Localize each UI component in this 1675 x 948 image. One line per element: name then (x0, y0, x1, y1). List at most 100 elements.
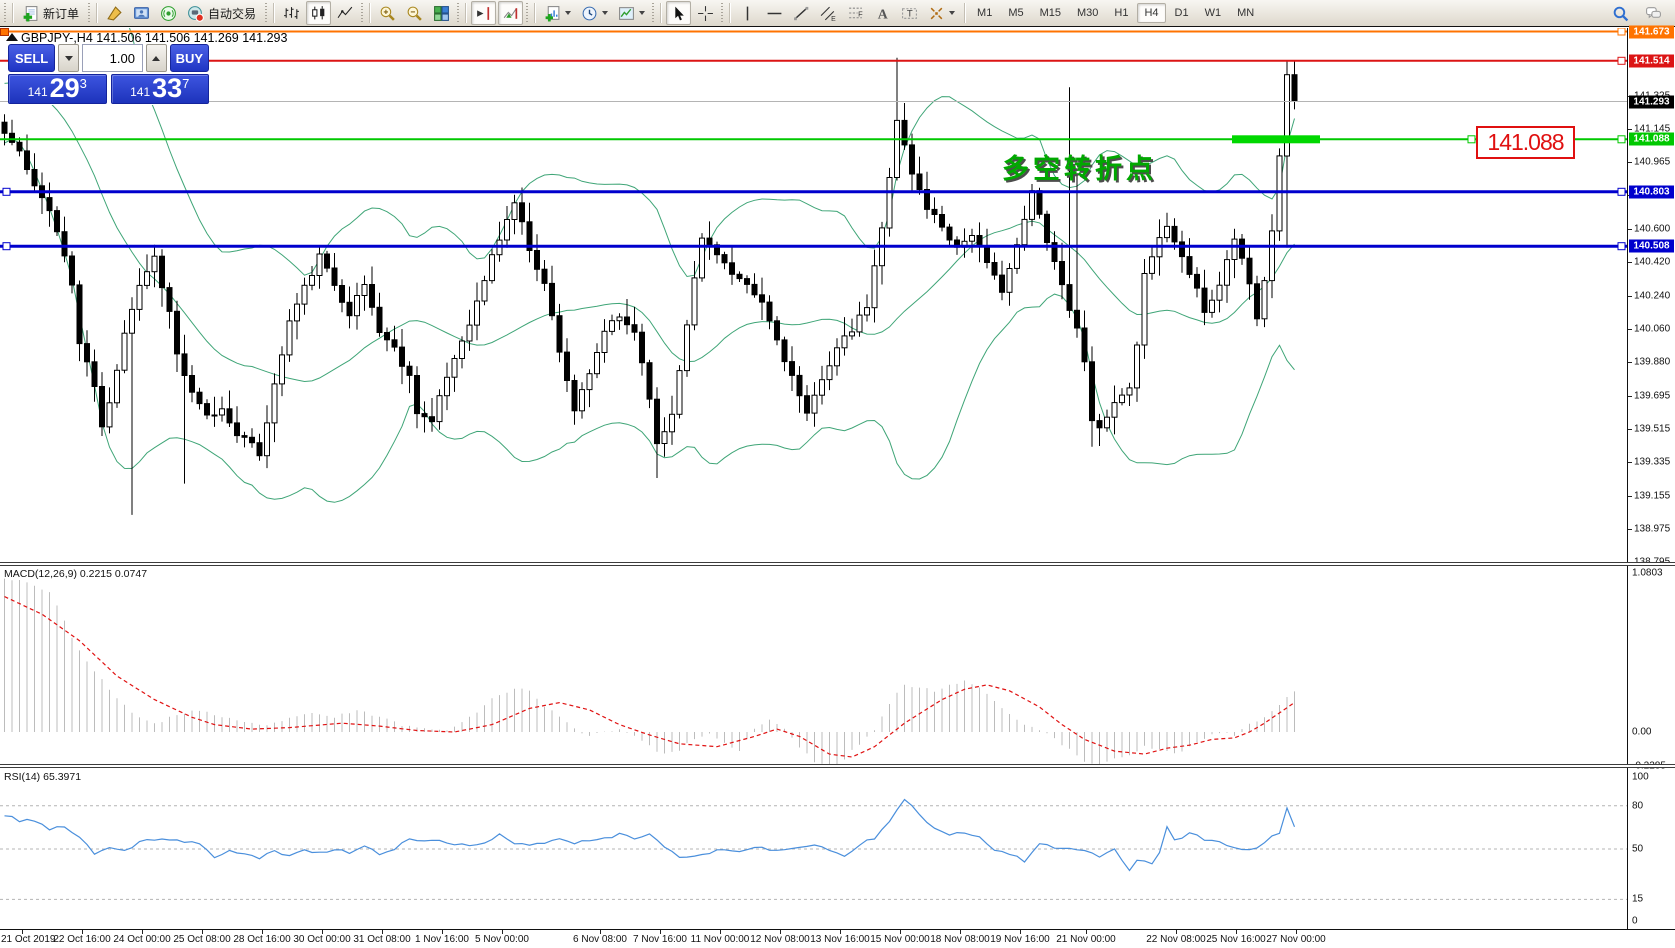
volume-decrease-button[interactable] (58, 44, 79, 72)
zoom-out-button[interactable] (402, 1, 427, 25)
axis-tick-label: 138.795 (1634, 556, 1670, 567)
timeframe-m30[interactable]: M30 (1077, 7, 1099, 19)
dropdown-arrow-icon[interactable] (639, 11, 646, 15)
time-label: 19 Nov 16:00 (990, 934, 1050, 945)
signals-button[interactable] (156, 1, 181, 25)
annotation-text[interactable]: 多空转折点 (1002, 154, 1157, 184)
rsi-pane-divider[interactable] (0, 764, 1675, 768)
new-order-button[interactable]: 新订单 (18, 1, 85, 25)
zoom-in-button[interactable] (375, 1, 400, 25)
svg-text:T: T (907, 8, 913, 19)
toolbar-separator (369, 3, 371, 23)
line-chart-button[interactable] (333, 1, 358, 25)
macd-canvas[interactable] (0, 566, 1627, 764)
timeframe-m1[interactable]: M1 (977, 7, 993, 19)
line-anchor-marker[interactable] (0, 28, 9, 36)
hline-141088[interactable] (0, 135, 1627, 144)
search-button[interactable] (1608, 1, 1633, 25)
profile-button[interactable] (129, 1, 154, 25)
svg-text:E: E (831, 15, 836, 21)
timeframe-mn[interactable]: MN (1237, 7, 1255, 19)
candlestick-chart-button[interactable] (306, 1, 332, 25)
annotation-price-label[interactable]: 141.088 (1476, 126, 1575, 159)
chart-shift-button[interactable] (471, 1, 497, 25)
timeframe-d1[interactable]: D1 (1174, 7, 1189, 19)
hline-141673[interactable] (0, 28, 1627, 36)
templates-button[interactable] (614, 1, 649, 25)
axis-tick-label: 139.880 (1634, 356, 1671, 368)
toolbar-grip (721, 3, 724, 23)
timeframe-m15[interactable]: M15 (1039, 7, 1061, 19)
toolbar-separator (465, 3, 467, 23)
new-chart-icon (544, 5, 561, 22)
timeframe-w1[interactable]: W1 (1204, 7, 1222, 19)
axis-price-badge: 140.508 (1629, 239, 1674, 253)
macd-label: MACD(12,26,9) 0.2215 0.0747 (4, 568, 148, 580)
price-axis-border (1627, 28, 1628, 930)
horizontal-line-button[interactable] (762, 1, 787, 25)
timeframe-h4[interactable]: H4 (1137, 3, 1166, 23)
tile-windows-button[interactable] (429, 1, 454, 25)
time-label: 21 Nov 00:00 (1056, 934, 1116, 945)
main-chart-canvas[interactable] (0, 28, 1627, 562)
toolbar-grip (88, 3, 91, 23)
fibonacci-button[interactable]: F (843, 1, 868, 25)
sell-button[interactable]: SELL (8, 44, 56, 72)
equidistant-channel-button[interactable]: E (816, 1, 841, 25)
text-button[interactable]: A (870, 1, 895, 25)
crosshair-icon (697, 5, 714, 22)
cursor-icon (670, 5, 687, 22)
time-label: 25 Nov 16:00 (1206, 934, 1266, 945)
buy-button[interactable]: BUY (169, 44, 209, 72)
chat-button[interactable] (1641, 1, 1666, 25)
axis-tick-label: 139.155 (1634, 490, 1671, 501)
candlesticks (1, 28, 1298, 515)
axis-tick-label: 140.060 (1634, 323, 1671, 335)
tile-windows-icon (433, 5, 450, 22)
highlight-segment[interactable] (1232, 135, 1320, 144)
axis-price-badge: 141.673 (1629, 25, 1674, 38)
time-tick (840, 930, 841, 934)
time-label: 27 Nov 00:00 (1266, 934, 1326, 945)
arrows-button[interactable] (924, 1, 959, 25)
bar-chart-button[interactable] (279, 1, 304, 25)
text-icon: A (874, 5, 891, 22)
macd-pane-divider[interactable] (0, 562, 1675, 566)
auto-scroll-button[interactable] (498, 1, 524, 25)
text-label-button[interactable]: T (897, 1, 922, 25)
trade-panel-collapse-icon[interactable] (6, 33, 18, 41)
history-center-button[interactable] (102, 1, 127, 25)
vertical-line-button[interactable] (735, 1, 760, 25)
dropdown-arrow-icon[interactable] (602, 11, 609, 15)
time-tick (600, 930, 601, 934)
toolbar-separator (96, 3, 98, 23)
trendline-button[interactable] (789, 1, 814, 25)
volume-increase-button[interactable] (145, 44, 167, 72)
dropdown-arrow-icon[interactable] (949, 11, 956, 15)
auto-trading-button[interactable]: 自动交易 (183, 1, 262, 25)
hline-140803[interactable] (0, 187, 1627, 196)
timeframe-m5[interactable]: M5 (1008, 7, 1024, 19)
crosshair-button[interactable] (693, 1, 718, 25)
axis-tick (1628, 328, 1632, 330)
hline-141514[interactable] (0, 56, 1627, 65)
new-chart-button[interactable] (540, 1, 575, 25)
dropdown-arrow-icon[interactable] (565, 11, 572, 15)
sell-price[interactable]: 141 29 3 (8, 74, 107, 104)
axis-tick (1628, 262, 1632, 264)
time-label: 28 Oct 16:00 (233, 934, 291, 945)
time-tick (780, 930, 781, 934)
signals-icon (160, 5, 177, 22)
time-tick (1296, 930, 1297, 934)
trendline-icon (793, 5, 810, 22)
periods-button[interactable] (577, 1, 612, 25)
cursor-button[interactable] (666, 1, 692, 25)
buy-price[interactable]: 141 33 7 (110, 74, 209, 104)
axis-tick (1628, 128, 1632, 130)
timeframe-h1[interactable]: H1 (1114, 7, 1129, 19)
hline-140508[interactable] (0, 242, 1627, 251)
rsi-canvas[interactable] (0, 768, 1627, 929)
time-tick (1176, 930, 1177, 934)
volume-input[interactable]: 1.00 (81, 44, 143, 72)
